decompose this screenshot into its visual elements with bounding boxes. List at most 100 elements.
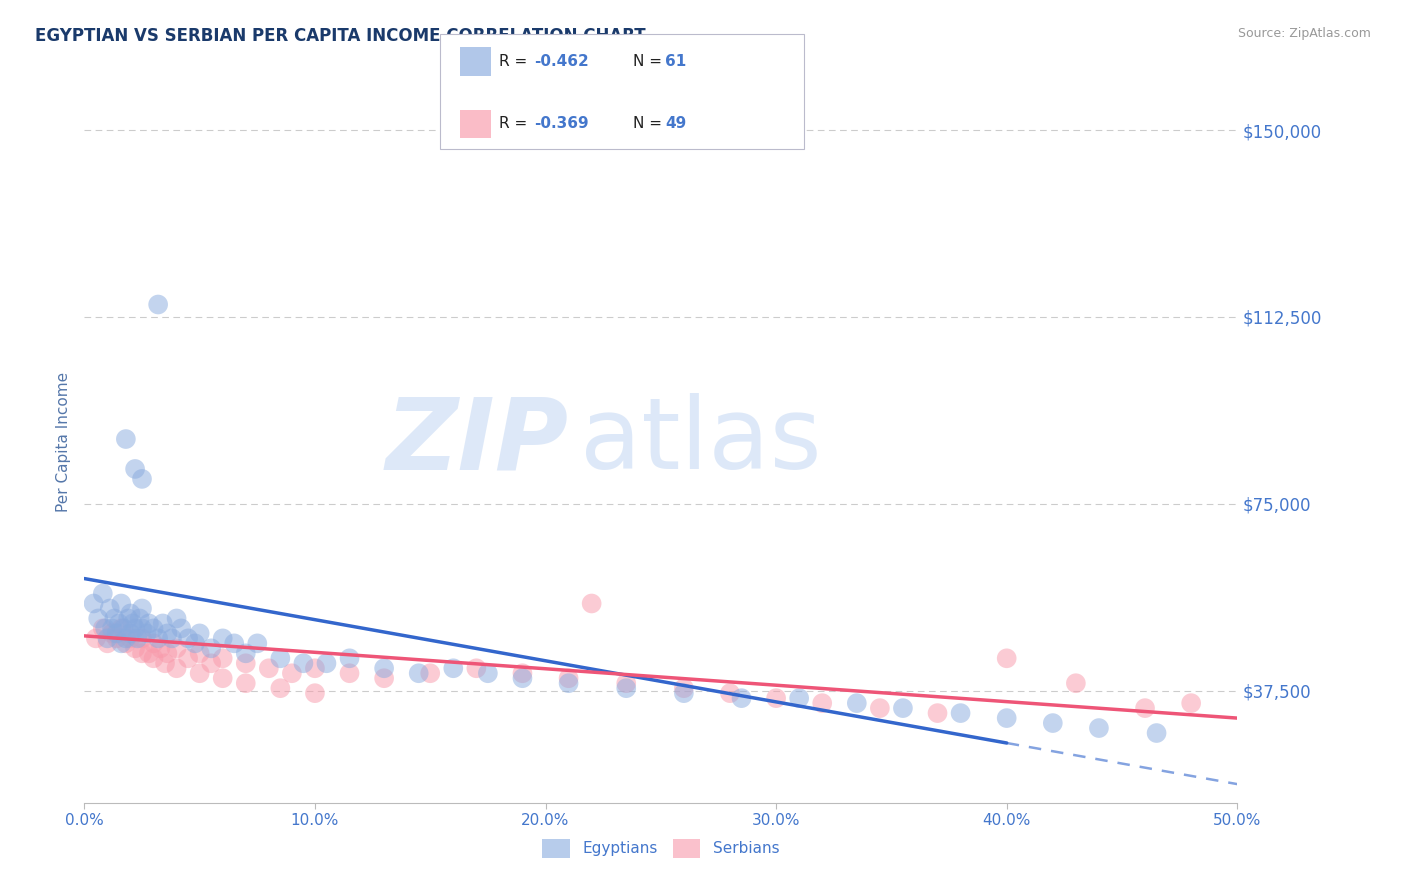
Point bbox=[292, 657, 315, 671]
Point bbox=[131, 646, 153, 660]
Point bbox=[811, 696, 834, 710]
Point bbox=[105, 626, 128, 640]
Point bbox=[142, 636, 165, 650]
Point bbox=[146, 632, 169, 646]
Point bbox=[131, 621, 153, 635]
Point bbox=[138, 646, 160, 660]
Point bbox=[211, 671, 233, 685]
Point bbox=[160, 632, 183, 646]
Point bbox=[188, 626, 211, 640]
Point bbox=[373, 671, 395, 685]
Point bbox=[153, 657, 176, 671]
Point bbox=[120, 632, 142, 646]
Point bbox=[127, 632, 149, 646]
Text: -0.369: -0.369 bbox=[534, 117, 589, 131]
Text: 49: 49 bbox=[665, 117, 686, 131]
Point bbox=[235, 657, 257, 671]
Point bbox=[110, 621, 132, 635]
Point bbox=[112, 621, 135, 635]
Point bbox=[142, 651, 165, 665]
Point bbox=[787, 691, 810, 706]
Point bbox=[149, 641, 172, 656]
Point bbox=[672, 686, 695, 700]
Legend: Egyptians, Serbians: Egyptians, Serbians bbox=[536, 833, 786, 863]
Point bbox=[120, 626, 142, 640]
Point bbox=[94, 621, 117, 635]
Point bbox=[557, 676, 579, 690]
Point bbox=[765, 691, 787, 706]
Point bbox=[91, 621, 114, 635]
Point bbox=[1088, 721, 1111, 735]
Text: ZIP: ZIP bbox=[385, 393, 568, 490]
Point bbox=[211, 651, 233, 665]
Point bbox=[188, 666, 211, 681]
Point bbox=[304, 661, 326, 675]
Point bbox=[1064, 676, 1087, 690]
Text: N =: N = bbox=[633, 117, 666, 131]
Point bbox=[581, 597, 603, 611]
Point bbox=[103, 611, 125, 625]
Point bbox=[730, 691, 752, 706]
Point bbox=[87, 611, 110, 625]
Point bbox=[465, 661, 488, 675]
Point bbox=[845, 696, 868, 710]
Point bbox=[235, 646, 257, 660]
Point bbox=[131, 632, 153, 646]
Point bbox=[211, 632, 233, 646]
Text: atlas: atlas bbox=[581, 393, 821, 490]
Point bbox=[96, 636, 118, 650]
Point bbox=[108, 616, 131, 631]
Point bbox=[128, 611, 150, 625]
Point bbox=[120, 607, 142, 621]
Point bbox=[246, 636, 269, 650]
Point bbox=[83, 597, 105, 611]
Point bbox=[105, 632, 128, 646]
Point bbox=[891, 701, 914, 715]
Point bbox=[718, 686, 741, 700]
Point bbox=[269, 681, 291, 696]
Point bbox=[110, 597, 132, 611]
Point bbox=[419, 666, 441, 681]
Point bbox=[224, 636, 246, 650]
Point bbox=[614, 681, 637, 696]
Point bbox=[235, 676, 257, 690]
Text: -0.462: -0.462 bbox=[534, 54, 589, 69]
Point bbox=[117, 611, 139, 625]
Point bbox=[1180, 696, 1202, 710]
Point bbox=[131, 472, 153, 486]
Point bbox=[200, 657, 222, 671]
Point bbox=[138, 616, 160, 631]
Point bbox=[373, 661, 395, 675]
Point bbox=[408, 666, 430, 681]
Text: N =: N = bbox=[633, 54, 666, 69]
Text: 61: 61 bbox=[665, 54, 686, 69]
Text: R =: R = bbox=[499, 54, 533, 69]
Point bbox=[115, 636, 138, 650]
Point bbox=[115, 432, 138, 446]
Point bbox=[869, 701, 891, 715]
Point bbox=[156, 646, 179, 660]
Point bbox=[339, 666, 361, 681]
Point bbox=[1042, 716, 1064, 731]
Point bbox=[269, 651, 291, 665]
Point bbox=[124, 641, 146, 656]
Point bbox=[96, 632, 118, 646]
Point bbox=[512, 671, 534, 685]
Point bbox=[142, 621, 165, 635]
Point bbox=[315, 657, 337, 671]
Point bbox=[98, 601, 121, 615]
Point bbox=[672, 681, 695, 696]
Point bbox=[152, 616, 174, 631]
Point bbox=[441, 661, 464, 675]
Point bbox=[124, 621, 146, 635]
Point bbox=[170, 621, 193, 635]
Point bbox=[115, 632, 138, 646]
Point bbox=[995, 711, 1018, 725]
Point bbox=[166, 641, 188, 656]
Point bbox=[1146, 726, 1168, 740]
Point bbox=[1133, 701, 1156, 715]
Point bbox=[121, 616, 143, 631]
Point bbox=[184, 636, 207, 650]
Point bbox=[200, 641, 222, 656]
Point bbox=[166, 661, 188, 675]
